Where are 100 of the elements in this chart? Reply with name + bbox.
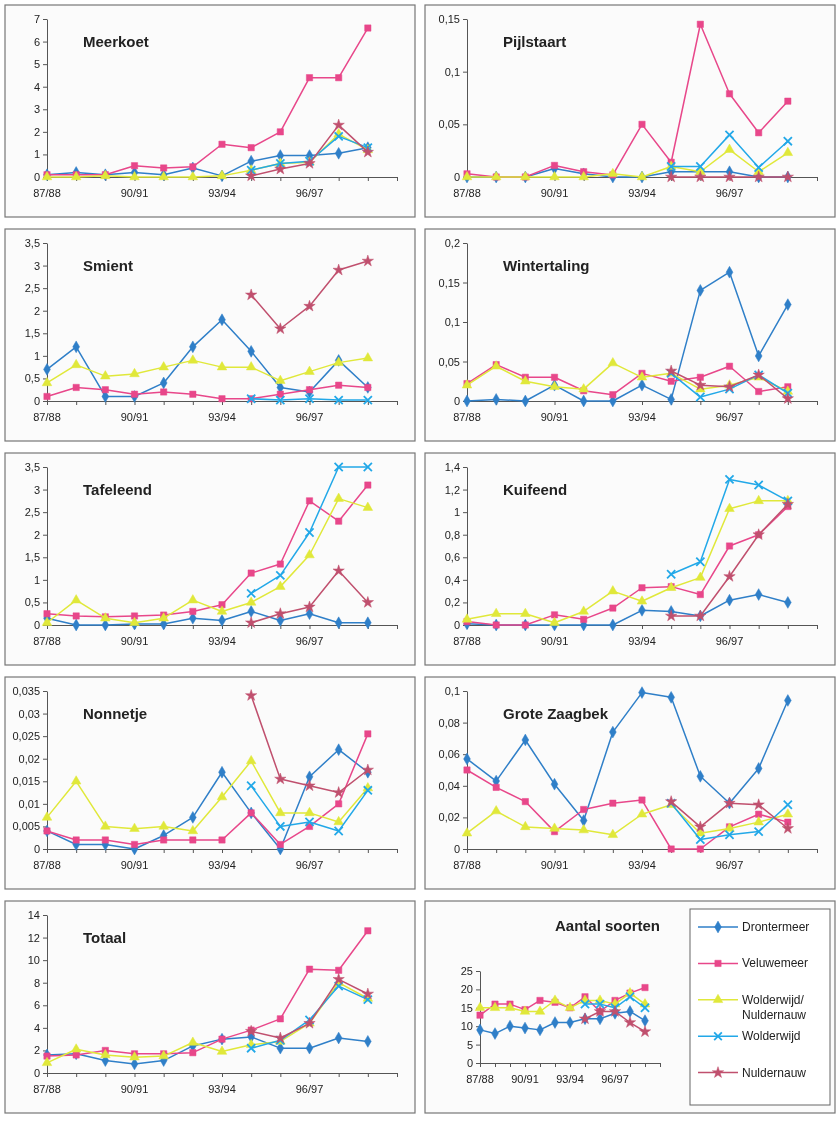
y-tick-label: 0,005 xyxy=(12,820,40,833)
y-tick-label: 0,1 xyxy=(444,316,460,329)
y-tick-label: 0,2 xyxy=(444,237,460,250)
x-tick-label: 87/88 xyxy=(33,411,61,423)
y-tick-label: 0 xyxy=(466,1057,473,1070)
y-tick-label: 0,2 xyxy=(444,596,460,609)
legend-label: Wolderwijd xyxy=(742,1029,801,1044)
legend-label: Wolderwijd/ Nuldernauw xyxy=(742,992,807,1022)
x-tick-label: 93/94 xyxy=(208,859,236,871)
y-tick-label: 1 xyxy=(33,573,40,586)
y-tick-label: 5 xyxy=(33,58,40,71)
y-tick-label: 0,15 xyxy=(438,276,460,289)
y-tick-label: 0 xyxy=(33,1067,40,1080)
y-tick-label: 0,08 xyxy=(438,716,460,729)
y-tick-label: 10 xyxy=(27,954,40,967)
text: Totaal xyxy=(83,929,127,946)
y-tick-label: 0,01 xyxy=(18,797,40,810)
y-tick-label: 1,2 xyxy=(444,483,460,496)
y-tick-label: 0,05 xyxy=(438,355,460,368)
y-tick-label: 0,02 xyxy=(18,752,40,765)
y-tick-label: 0,4 xyxy=(444,573,460,586)
x-tick-label: 90/91 xyxy=(120,635,149,647)
x-tick-label: 93/94 xyxy=(208,1083,236,1095)
y-tick-label: 0,06 xyxy=(438,748,460,761)
x-tick-label: 90/91 xyxy=(540,411,569,423)
x-tick-label: 96/97 xyxy=(715,187,744,199)
x-tick-label: 90/91 xyxy=(120,1083,149,1095)
text: Grote Zaagbek xyxy=(503,705,609,722)
y-tick-label: 1 xyxy=(33,349,40,362)
y-tick-label: 0 xyxy=(33,843,40,856)
y-tick-label: 3,5 xyxy=(24,237,40,250)
text: Wintertaling xyxy=(503,257,590,274)
x-tick-label: 93/94 xyxy=(556,1073,584,1085)
y-tick-label: 0,1 xyxy=(444,65,460,78)
x-tick-label: 90/91 xyxy=(540,635,569,647)
x-tick-label: 96/97 xyxy=(295,1083,324,1095)
y-tick-label: 0 xyxy=(453,843,460,856)
y-tick-label: 0 xyxy=(453,395,460,408)
x-tick-label: 87/88 xyxy=(466,1073,494,1085)
y-tick-label: 5 xyxy=(466,1038,473,1051)
legend-label: Veluwemeer xyxy=(742,956,809,971)
y-tick-label: 20 xyxy=(460,983,473,996)
y-tick-label: 15 xyxy=(460,1001,473,1014)
x-tick-label: 93/94 xyxy=(208,187,236,199)
y-tick-label: 4 xyxy=(33,80,40,93)
y-tick-label: 3 xyxy=(33,103,40,116)
y-tick-label: 0,5 xyxy=(24,372,40,385)
x-tick-label: 87/88 xyxy=(453,859,481,871)
y-tick-label: 1,5 xyxy=(24,327,40,340)
y-tick-label: 0,15 xyxy=(438,13,460,26)
x-tick-label: 96/97 xyxy=(601,1073,629,1085)
x-tick-label: 87/88 xyxy=(453,411,481,423)
x-tick-label: 87/88 xyxy=(33,1083,61,1095)
x-tick-label: 96/97 xyxy=(295,411,324,423)
y-tick-label: 0,025 xyxy=(12,730,40,743)
x-tick-label: 93/94 xyxy=(208,411,236,423)
y-tick-label: 0,5 xyxy=(24,596,40,609)
x-tick-label: 96/97 xyxy=(715,411,744,423)
text: Pijlstaart xyxy=(503,33,567,50)
y-tick-label: 3 xyxy=(33,483,40,496)
x-tick-label: 87/88 xyxy=(453,187,481,199)
x-tick-label: 93/94 xyxy=(628,187,656,199)
x-tick-label: 87/88 xyxy=(33,859,61,871)
x-tick-label: 90/91 xyxy=(120,859,149,871)
y-tick-label: 2,5 xyxy=(24,282,40,295)
y-tick-label: 0,015 xyxy=(12,775,40,788)
x-tick-label: 93/94 xyxy=(628,635,656,647)
y-tick-label: 2 xyxy=(33,125,40,138)
x-tick-label: 93/94 xyxy=(628,859,656,871)
y-tick-label: 0 xyxy=(33,619,40,632)
text: Tafeleend xyxy=(83,481,152,498)
y-tick-label: 0,05 xyxy=(438,118,460,131)
y-tick-label: 1 xyxy=(33,148,40,161)
y-tick-label: 4 xyxy=(33,1021,40,1034)
y-tick-label: 7 xyxy=(33,13,40,26)
text: Smient xyxy=(83,257,134,274)
y-tick-label: 2 xyxy=(33,304,40,317)
y-tick-label: 0,02 xyxy=(438,811,460,824)
x-tick-label: 96/97 xyxy=(715,859,744,871)
legend-label: Nuldernauw xyxy=(742,1065,807,1080)
y-tick-label: 0,1 xyxy=(444,685,460,698)
y-tick-label: 0,6 xyxy=(444,551,460,564)
y-tick-label: 1,4 xyxy=(444,461,460,474)
x-tick-label: 93/94 xyxy=(208,635,236,647)
y-tick-label: 0 xyxy=(453,619,460,632)
y-tick-label: 0,04 xyxy=(438,779,460,792)
y-tick-label: 2 xyxy=(33,528,40,541)
x-tick-label: 90/91 xyxy=(120,187,149,199)
x-tick-label: 87/88 xyxy=(33,635,61,647)
y-tick-label: 0 xyxy=(33,395,40,408)
y-tick-label: 12 xyxy=(27,931,40,944)
x-tick-label: 87/88 xyxy=(453,635,481,647)
x-tick-label: 87/88 xyxy=(33,187,61,199)
y-tick-label: 0,035 xyxy=(12,685,40,698)
x-tick-label: 90/91 xyxy=(540,859,569,871)
chart-title: Aantal soorten xyxy=(554,917,660,934)
y-tick-label: 6 xyxy=(33,999,40,1012)
x-tick-label: 96/97 xyxy=(295,187,324,199)
y-tick-label: 14 xyxy=(27,909,40,922)
y-tick-label: 1,5 xyxy=(24,551,40,564)
